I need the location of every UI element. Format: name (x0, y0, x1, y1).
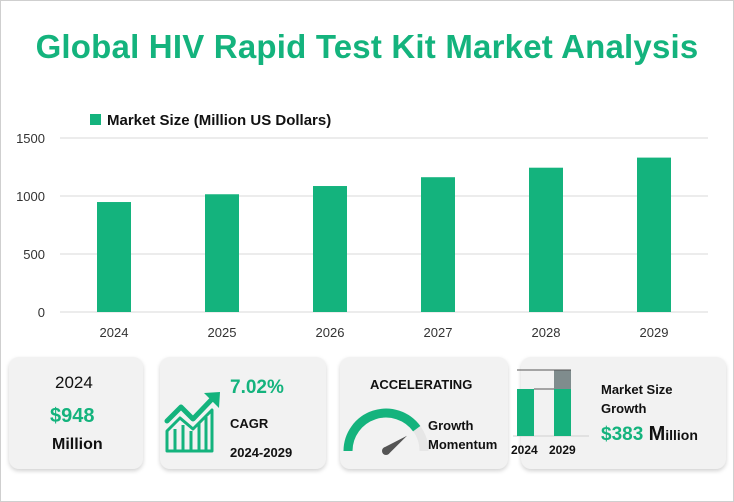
x-tick-label: 2026 (316, 325, 345, 340)
card-cagr: 7.02% CAGR 2024-2029 (160, 357, 326, 469)
mini-growth-chart: 2024 2029 (511, 369, 589, 457)
cagr-value: 7.02% (230, 377, 284, 398)
legend-label: Market Size (Million US Dollars) (107, 112, 331, 129)
growth-title-1: Market Size (601, 382, 673, 397)
bar-2026 (313, 186, 347, 312)
cagr-label: CAGR (230, 416, 269, 431)
bar-2024 (97, 202, 131, 312)
card-market-growth: 2024 2029 Market Size Growth $383 Millio… (511, 357, 726, 469)
y-tick-label: 0 (38, 305, 45, 320)
base-value: $948 (50, 405, 95, 427)
x-tick-label: 2028 (532, 325, 561, 340)
bars (97, 157, 671, 312)
momentum-label-1: Growth (428, 418, 474, 433)
card-momentum: ACCELERATING Growth Momentum (340, 357, 508, 469)
page-title: Global HIV Rapid Test Kit Market Analysi… (35, 28, 699, 65)
growth-chart-icon (164, 392, 220, 453)
x-tick-label: 2024 (100, 325, 129, 340)
bar-2029 (637, 157, 671, 312)
card-base-year: 2024 $948 Million (9, 357, 143, 469)
bar-2028 (529, 167, 563, 312)
gauge-icon (343, 408, 429, 455)
mini-year-2: 2029 (549, 443, 576, 457)
x-tick-label: 2027 (424, 325, 453, 340)
momentum-status: ACCELERATING (370, 377, 473, 392)
growth-unit-rest: illion (665, 427, 698, 443)
x-tick-label: 2029 (640, 325, 669, 340)
mini-bar-2024 (517, 388, 534, 436)
y-axis-ticks: 0 500 1000 1500 (16, 131, 45, 320)
grid-lines (60, 137, 708, 313)
gauge-fill (343, 408, 421, 452)
growth-amount: $383 Million (601, 423, 698, 446)
base-unit: Million (52, 436, 103, 453)
growth-value: $383 (601, 424, 644, 445)
mini-bar-2029-growth (554, 370, 571, 389)
bar-2027 (421, 177, 455, 312)
y-tick-label: 1000 (16, 189, 45, 204)
growth-unit-initial: M (648, 423, 666, 445)
y-tick-label: 1500 (16, 131, 45, 146)
bar-2025 (205, 194, 239, 312)
x-tick-label: 2025 (208, 325, 237, 340)
legend: Market Size (Million US Dollars) (90, 112, 331, 129)
mini-year-1: 2024 (511, 443, 538, 457)
mini-bar-2029-base (554, 388, 571, 436)
base-year: 2024 (55, 373, 93, 392)
y-tick-label: 500 (23, 247, 45, 262)
cagr-period: 2024-2029 (230, 445, 293, 460)
legend-swatch (90, 114, 101, 125)
growth-title-2: Growth (601, 401, 647, 416)
x-axis-ticks: 2024 2025 2026 2027 2028 2029 (100, 325, 669, 340)
bar-chart: 0 500 1000 1500 2024 2025 2026 2027 2028 2029 Ma… (16, 112, 708, 340)
momentum-label-2: Momentum (428, 437, 498, 452)
